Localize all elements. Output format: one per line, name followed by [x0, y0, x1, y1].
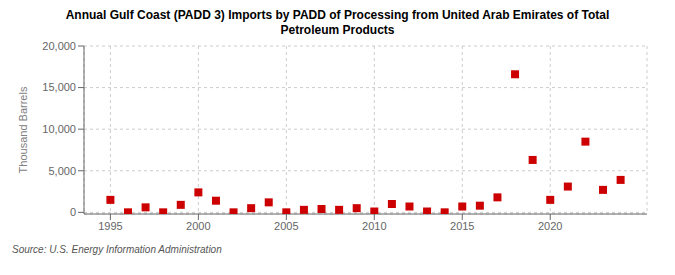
- svg-text:20,000: 20,000: [42, 40, 76, 52]
- html-text:Petroleum Products: Petroleum Products: [280, 23, 395, 37]
- svg-text:10,000: 10,000: [42, 123, 76, 135]
- html-text:Source: U.S. Energy Informatio: Source: U.S. Energy Information Administ…: [12, 244, 222, 255]
- svg-text:5,000: 5,000: [48, 165, 76, 177]
- svg-text:2005: 2005: [274, 220, 298, 232]
- svg-text:2020: 2020: [538, 220, 562, 232]
- svg-text:0: 0: [70, 206, 76, 218]
- svg-text:Thousand Barrels: Thousand Barrels: [17, 86, 29, 173]
- svg-text:2000: 2000: [186, 220, 210, 232]
- svg-text:1995: 1995: [98, 220, 122, 232]
- svg-text:2015: 2015: [450, 220, 474, 232]
- svg-text:2010: 2010: [362, 220, 386, 232]
- html-text:Annual Gulf Coast (PADD 3) Imp: Annual Gulf Coast (PADD 3) Imports by PA…: [65, 8, 610, 22]
- svg-text:15,000: 15,000: [42, 81, 76, 93]
